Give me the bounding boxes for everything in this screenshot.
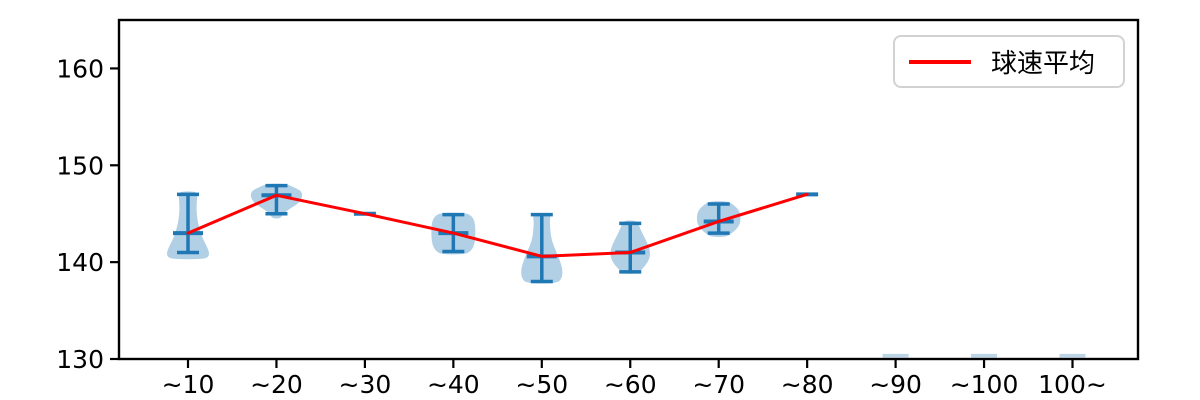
x-tick-label: 100∼ bbox=[1038, 370, 1107, 399]
x-tick-label: ∼30 bbox=[339, 370, 392, 399]
y-tick-label: 150 bbox=[56, 151, 104, 180]
x-tick-label: ∼40 bbox=[427, 370, 480, 399]
plot-frame bbox=[117, 18, 1140, 361]
clipped-violin-mark bbox=[1059, 353, 1086, 358]
legend-label: 球速平均 bbox=[991, 49, 1096, 79]
y-tick-label: 160 bbox=[56, 54, 104, 83]
legend-line-swatch bbox=[909, 59, 971, 64]
x-tick-label: ∼90 bbox=[869, 370, 922, 399]
y-tick-label: 140 bbox=[56, 248, 104, 277]
clipped-violin-mark bbox=[971, 353, 998, 358]
x-tick-label: ∼20 bbox=[250, 370, 303, 399]
legend: 球速平均 bbox=[893, 35, 1125, 88]
x-tick-label: ∼80 bbox=[781, 370, 834, 399]
x-tick-label: ∼70 bbox=[692, 370, 745, 399]
x-tick-label: ∼10 bbox=[162, 370, 215, 399]
clipped-violin-mark bbox=[882, 353, 909, 358]
x-tick-label: ∼50 bbox=[515, 370, 568, 399]
x-tick-label: ∼60 bbox=[604, 370, 657, 399]
x-tick-label: ∼100 bbox=[950, 370, 1019, 399]
speed-mean-line bbox=[186, 192, 809, 258]
y-tick-label: 130 bbox=[56, 345, 104, 374]
